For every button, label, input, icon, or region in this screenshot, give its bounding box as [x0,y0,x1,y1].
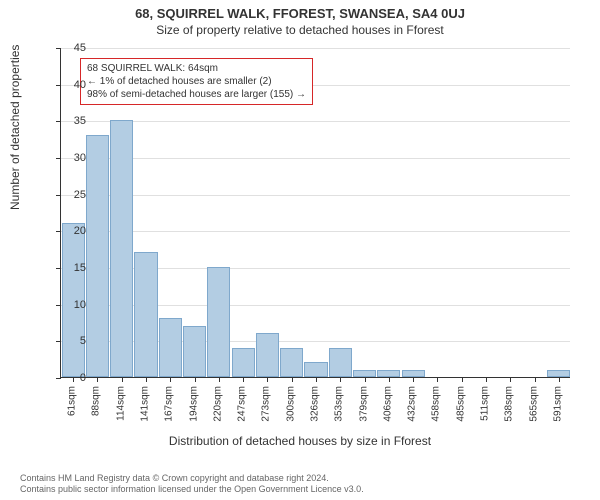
annotation-line1: 68 SQUIRREL WALK: 64sqm [87,62,306,75]
bar [86,135,109,377]
xtick-mark [559,377,560,382]
footer-line1: Contains HM Land Registry data © Crown c… [20,473,364,485]
xtick-mark [365,377,366,382]
xtick-label: 565sqm [528,386,539,422]
xtick-label: 432sqm [407,386,418,422]
bar [207,267,230,377]
xtick-label: 511sqm [480,386,491,421]
xtick-mark [413,377,414,382]
chart-title-main: 68, SQUIRREL WALK, FFOREST, SWANSEA, SA4… [0,0,600,21]
xtick-label: 485sqm [455,386,466,422]
xtick-label: 114sqm [115,386,126,421]
xtick-label: 167sqm [164,386,175,422]
xtick-label: 591sqm [552,386,563,422]
xtick-label: 458sqm [431,386,442,422]
xtick-mark [219,377,220,382]
xtick-label: 353sqm [334,386,345,422]
xtick-mark [267,377,268,382]
xtick-mark [195,377,196,382]
ytick-label: 15 [46,262,86,274]
xtick-label: 194sqm [188,386,199,422]
xtick-mark [486,377,487,382]
chart-container: 68, SQUIRREL WALK, FFOREST, SWANSEA, SA4… [0,0,600,500]
ytick-label: 0 [46,372,86,384]
ytick-label: 10 [46,299,86,311]
annotation-line2: ← 1% of detached houses are smaller (2) [87,75,306,88]
bar [377,370,400,377]
bar [353,370,376,377]
bar [183,326,206,377]
xtick-label: 88sqm [91,386,102,416]
xtick-label: 406sqm [382,386,393,422]
ytick-label: 45 [46,42,86,54]
xtick-label: 220sqm [212,386,223,422]
ytick-label: 25 [46,189,86,201]
xtick-label: 273sqm [261,386,272,422]
bar [159,318,182,377]
ytick-label: 35 [46,115,86,127]
xtick-label: 141sqm [140,386,151,422]
footer-line2: Contains public sector information licen… [20,484,364,496]
xtick-label: 61sqm [67,386,78,416]
annotation-box: 68 SQUIRREL WALK: 64sqm ← 1% of detached… [80,58,313,105]
xtick-mark [170,377,171,382]
gridline [61,195,570,196]
xtick-label: 326sqm [310,386,321,422]
y-axis-label: Number of detached properties [8,45,22,210]
xtick-mark [462,377,463,382]
ytick-label: 40 [46,79,86,91]
xtick-label: 247sqm [237,386,248,422]
xtick-mark [535,377,536,382]
bar [280,348,303,377]
bar [110,120,133,377]
xtick-mark [292,377,293,382]
gridline [61,231,570,232]
ytick-label: 30 [46,152,86,164]
bar [256,333,279,377]
xtick-label: 300sqm [285,386,296,422]
xtick-mark [389,377,390,382]
footer: Contains HM Land Registry data © Crown c… [20,473,364,496]
ytick-label: 5 [46,335,86,347]
xtick-mark [243,377,244,382]
xtick-mark [510,377,511,382]
gridline [61,158,570,159]
gridline [61,48,570,49]
bar [304,362,327,377]
xtick-mark [146,377,147,382]
xtick-mark [316,377,317,382]
gridline [61,121,570,122]
bar [232,348,255,377]
bar [547,370,570,377]
ytick-label: 20 [46,225,86,237]
x-axis-label: Distribution of detached houses by size … [0,434,600,448]
bar [134,252,157,377]
xtick-mark [340,377,341,382]
xtick-label: 379sqm [358,386,369,422]
annotation-line3: 98% of semi-detached houses are larger (… [87,88,306,101]
bar [329,348,352,377]
bar [402,370,425,377]
xtick-mark [437,377,438,382]
xtick-mark [122,377,123,382]
xtick-mark [97,377,98,382]
xtick-label: 538sqm [504,386,515,422]
chart-title-sub: Size of property relative to detached ho… [0,21,600,37]
